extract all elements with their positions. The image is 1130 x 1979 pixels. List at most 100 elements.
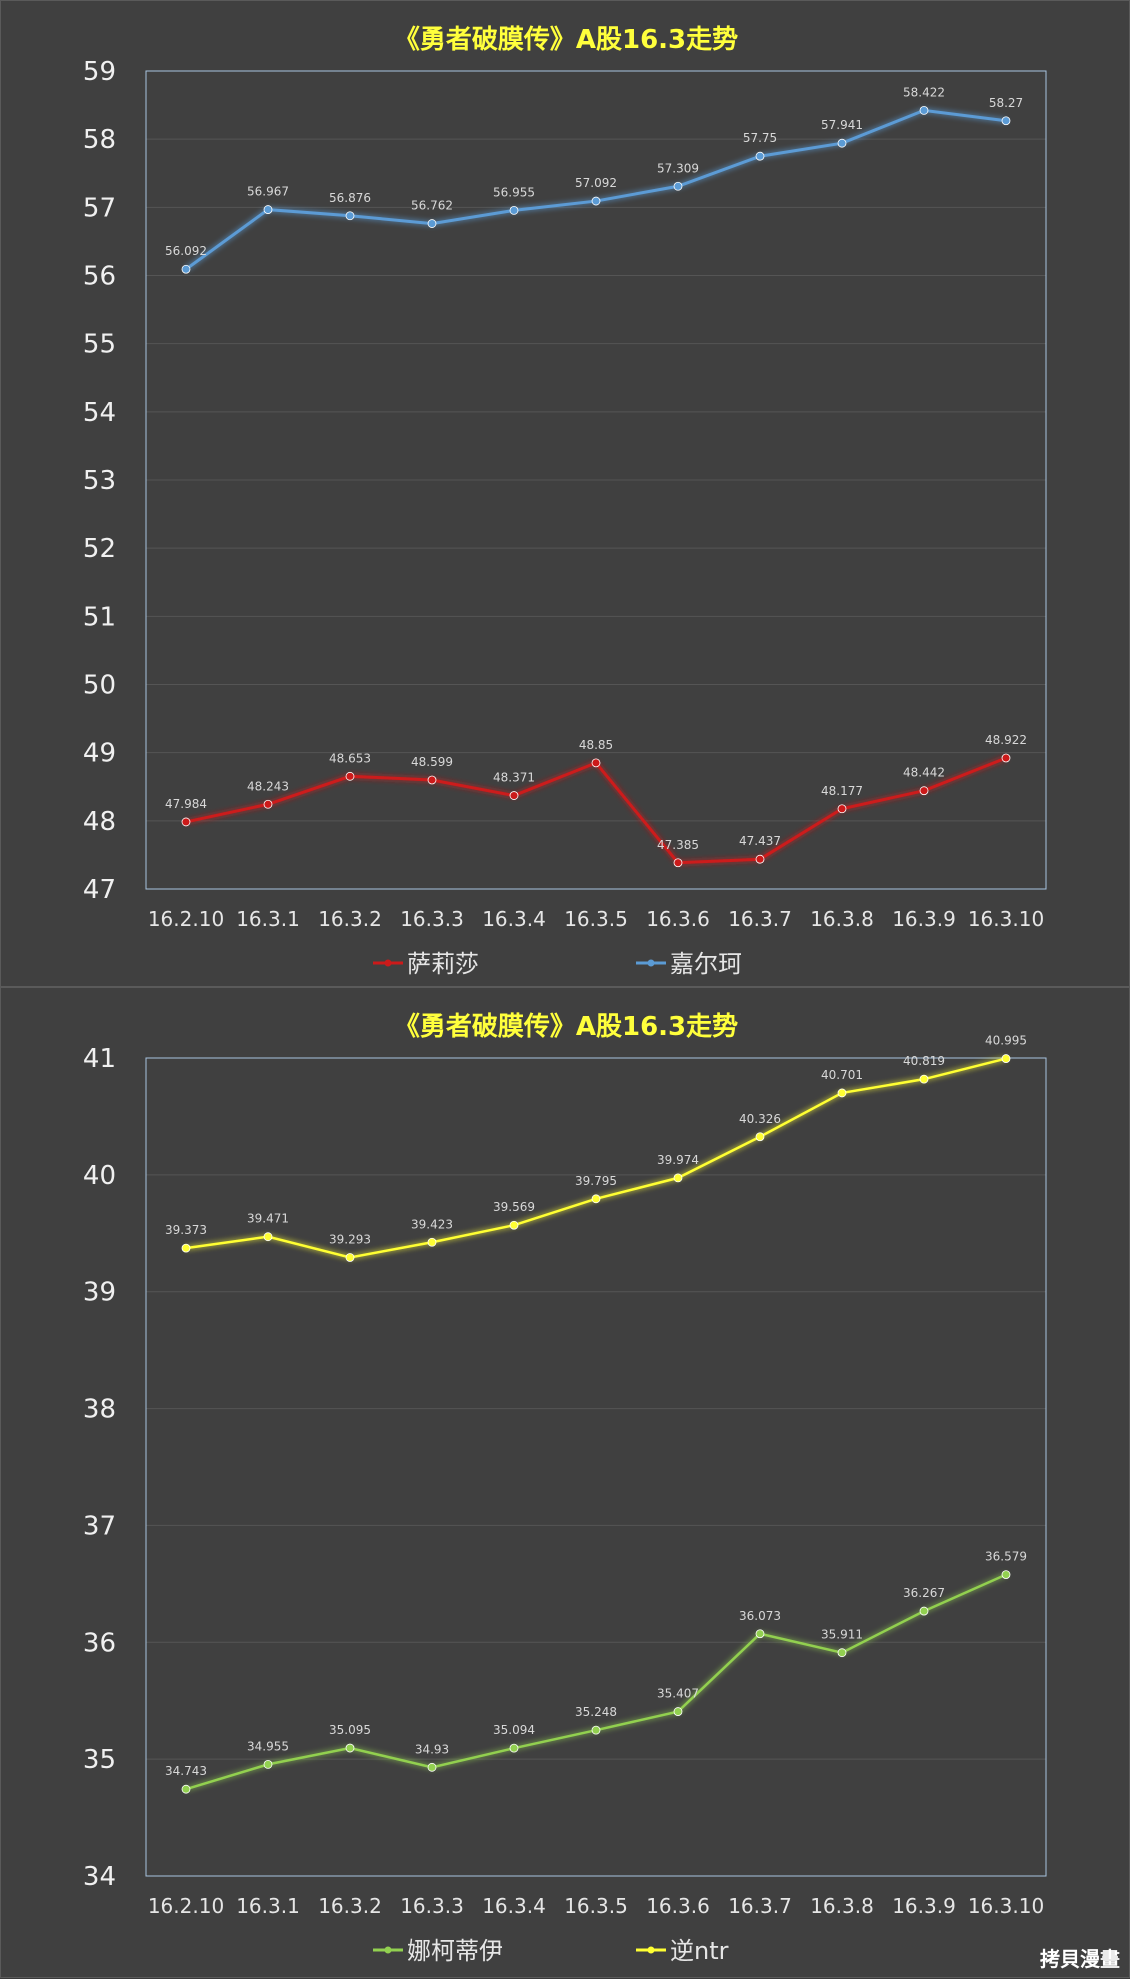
data-point	[838, 139, 846, 147]
x-tick-label: 16.3.9	[892, 907, 956, 931]
y-tick-label: 57	[83, 193, 116, 223]
data-label: 40.701	[821, 1068, 863, 1082]
data-point	[920, 1075, 928, 1083]
data-label: 48.243	[247, 779, 289, 793]
data-label: 39.795	[575, 1174, 617, 1188]
data-label: 56.762	[411, 199, 453, 213]
data-point	[920, 1607, 928, 1615]
x-tick-label: 16.3.6	[646, 907, 710, 931]
data-point	[510, 1221, 518, 1229]
x-tick-label: 16.3.2	[318, 907, 382, 931]
y-tick-label: 48	[83, 807, 116, 837]
x-tick-label: 16.3.8	[810, 1894, 874, 1918]
data-label: 47.385	[657, 838, 699, 852]
data-point	[756, 855, 764, 863]
data-point	[510, 206, 518, 214]
watermark: 拷貝漫畫	[1040, 1943, 1120, 1972]
data-point	[264, 800, 272, 808]
data-label: 40.326	[739, 1112, 781, 1126]
data-point	[264, 1760, 272, 1768]
data-label: 34.955	[247, 1739, 289, 1753]
data-label: 35.407	[657, 1687, 699, 1701]
y-tick-label: 59	[83, 57, 116, 87]
y-tick-label: 35	[83, 1745, 116, 1775]
data-label: 58.422	[903, 85, 945, 99]
series-line-1	[186, 758, 1006, 863]
y-tick-label: 50	[83, 671, 116, 701]
data-label: 39.373	[165, 1223, 207, 1237]
y-tick-label: 41	[83, 1044, 116, 1074]
data-label: 48.177	[821, 784, 863, 798]
data-label: 56.876	[329, 191, 371, 205]
data-label: 48.922	[985, 733, 1027, 747]
data-point	[756, 1630, 764, 1638]
y-tick-label: 39	[83, 1278, 116, 1308]
data-label: 48.599	[411, 755, 453, 769]
data-label: 56.967	[247, 185, 289, 199]
y-tick-label: 52	[83, 534, 116, 564]
data-label: 35.094	[493, 1723, 535, 1737]
legend-label: 逆ntr	[670, 1937, 729, 1965]
data-label: 48.653	[329, 751, 371, 765]
x-tick-label: 16.2.10	[148, 907, 224, 931]
data-label: 47.984	[165, 797, 207, 811]
x-tick-label: 16.3.8	[810, 907, 874, 931]
data-point	[182, 265, 190, 273]
data-label: 58.27	[989, 96, 1023, 110]
x-tick-label: 16.2.10	[148, 1894, 224, 1918]
y-tick-label: 56	[83, 262, 116, 292]
data-label: 34.93	[415, 1742, 449, 1756]
data-point	[264, 1233, 272, 1241]
data-point	[1002, 1055, 1010, 1063]
data-point	[838, 1089, 846, 1097]
y-tick-label: 49	[83, 739, 116, 769]
y-tick-label: 37	[83, 1511, 116, 1541]
data-point	[674, 1174, 682, 1182]
x-tick-label: 16.3.3	[400, 1894, 464, 1918]
x-tick-label: 16.3.10	[968, 907, 1044, 931]
data-point	[592, 1195, 600, 1203]
data-label: 39.974	[657, 1153, 699, 1167]
y-tick-label: 47	[83, 875, 116, 905]
data-label: 57.092	[575, 176, 617, 190]
legend-marker	[385, 1947, 392, 1954]
data-label: 57.309	[657, 161, 699, 175]
x-tick-label: 16.3.6	[646, 1894, 710, 1918]
data-point	[756, 1133, 764, 1141]
y-tick-label: 40	[83, 1161, 116, 1191]
data-point	[674, 859, 682, 867]
data-point	[1002, 754, 1010, 762]
data-label: 57.75	[743, 131, 777, 145]
data-label: 36.267	[903, 1586, 945, 1600]
data-point	[346, 1744, 354, 1752]
data-point	[264, 206, 272, 214]
data-point	[920, 787, 928, 795]
x-tick-label: 16.3.9	[892, 1894, 956, 1918]
x-tick-label: 16.3.5	[564, 907, 628, 931]
data-point	[592, 197, 600, 205]
x-tick-label: 16.3.5	[564, 1894, 628, 1918]
legend-label: 娜柯蒂伊	[407, 1937, 503, 1965]
y-tick-label: 51	[83, 602, 116, 632]
y-tick-label: 38	[83, 1395, 116, 1425]
series-line-2	[186, 1059, 1006, 1258]
data-label: 48.442	[903, 766, 945, 780]
data-point	[838, 1649, 846, 1657]
data-label: 40.995	[985, 1034, 1027, 1048]
x-tick-label: 16.3.3	[400, 907, 464, 931]
x-tick-label: 16.3.7	[728, 1894, 792, 1918]
data-point	[182, 1785, 190, 1793]
data-label: 36.579	[985, 1550, 1027, 1564]
data-point	[428, 1763, 436, 1771]
data-point	[674, 1708, 682, 1716]
data-label: 39.293	[329, 1232, 371, 1246]
data-point	[346, 212, 354, 220]
data-label: 35.911	[821, 1628, 863, 1642]
x-tick-label: 16.3.1	[236, 907, 300, 931]
data-point	[428, 776, 436, 784]
data-point	[346, 1253, 354, 1261]
data-point	[346, 772, 354, 780]
